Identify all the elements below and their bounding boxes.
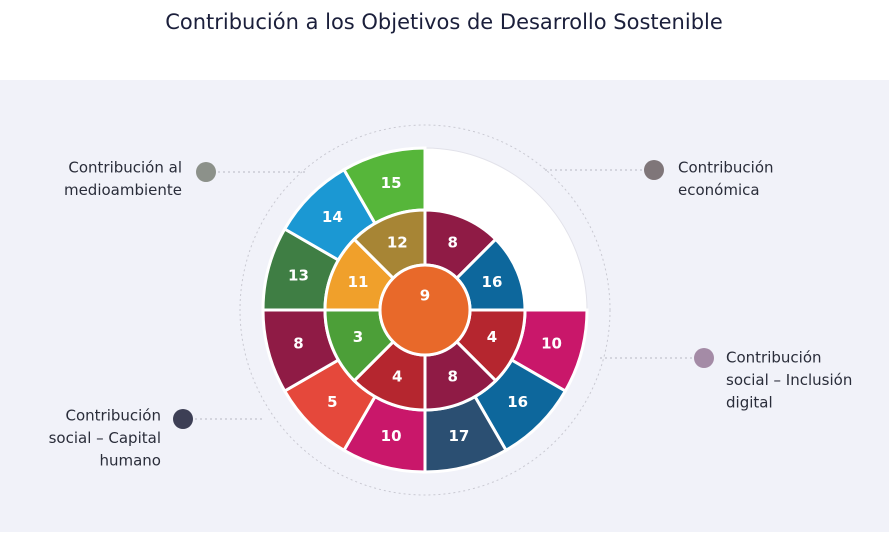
segment-number: 8	[293, 334, 303, 352]
segment-number: 4	[392, 367, 402, 385]
segment-number: 13	[288, 267, 309, 285]
center-circle	[378, 263, 472, 357]
group-label: Contribución	[65, 407, 161, 425]
segment-number: 10	[541, 334, 562, 352]
segment-number: 4	[487, 328, 497, 346]
wheel: 10 16 17 10 5 8 13 14 15 8 16 4 8 4 3 11 12 9	[261, 146, 589, 474]
segment-number: 3	[353, 328, 363, 346]
outer-circle	[239, 124, 611, 496]
group-dot	[644, 160, 664, 180]
segment-number: 11	[348, 273, 369, 291]
segment-number: 16	[507, 393, 528, 411]
segment-number: 5	[327, 393, 337, 411]
group-label: Contribución	[726, 349, 822, 367]
group-dot	[694, 348, 714, 368]
segment-number: 17	[448, 427, 469, 445]
segment-number: 15	[381, 174, 402, 192]
segment-number: 8	[448, 367, 458, 385]
segment-number: 10	[381, 427, 402, 445]
group-label: social – Inclusión	[726, 371, 852, 389]
center-number: 9	[420, 287, 430, 305]
segment-number: 8	[448, 234, 458, 252]
group-label: Contribución	[678, 159, 774, 177]
segment-number: 14	[322, 208, 343, 226]
group-dot	[196, 162, 216, 182]
group-label: económica	[678, 181, 760, 199]
title: Contribución a los Objetivos de Desarrol…	[165, 10, 723, 34]
group-label: digital	[726, 394, 773, 412]
labels: Contribución al medioambiente Contribución…	[49, 159, 853, 470]
group-label: social – Capital	[49, 429, 161, 447]
group-label: humano	[99, 452, 161, 470]
segment-number: 12	[387, 234, 408, 252]
group-label: Contribución al	[68, 159, 182, 177]
connectors	[195, 169, 692, 420]
segment-number: 16	[482, 273, 503, 291]
group-label: medioambiente	[64, 181, 182, 199]
group-dot	[173, 409, 193, 429]
